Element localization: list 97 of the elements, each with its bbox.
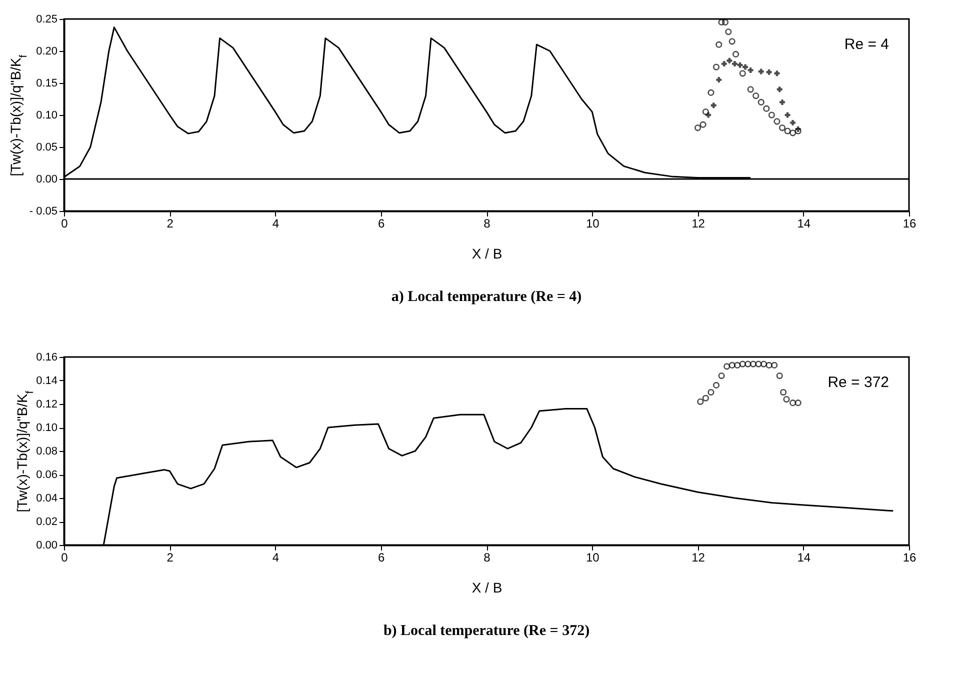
point <box>752 92 760 100</box>
point <box>739 360 746 368</box>
x-tick-label: 2 <box>166 550 174 564</box>
y-tick-label: 0.02 <box>36 516 58 528</box>
y-tick-label: 0.15 <box>36 78 58 90</box>
point <box>712 382 720 388</box>
point <box>776 372 783 380</box>
point <box>708 89 714 96</box>
x-tick-label: 14 <box>797 550 811 564</box>
point <box>744 360 752 368</box>
point <box>794 400 802 406</box>
point <box>700 121 706 128</box>
y-tick-label: 0.05 <box>36 142 58 154</box>
point <box>760 360 768 368</box>
y-tick-label: 0.20 <box>36 46 58 58</box>
y-tick-label: - 0.05 <box>29 206 58 218</box>
point <box>708 388 714 396</box>
y-tick-label: 0.04 <box>36 492 58 504</box>
point <box>724 363 730 370</box>
x-tick-label: 0 <box>61 550 68 564</box>
x-tick-label: 6 <box>378 216 386 230</box>
text: a) Local temperature (Re = 4) <box>391 289 582 305</box>
point <box>766 69 772 75</box>
point <box>726 58 732 64</box>
annotation: Re = 4 <box>844 36 889 53</box>
point <box>721 61 727 67</box>
point <box>747 86 754 93</box>
point <box>771 362 778 369</box>
point <box>776 86 782 92</box>
x-tick-label: 0 <box>61 216 68 230</box>
y-tick-label: 0.12 <box>36 398 58 410</box>
y-tick-label: 0.00 <box>36 174 58 186</box>
point <box>794 128 802 134</box>
point <box>768 112 775 118</box>
x-tick-label: 2 <box>166 216 174 230</box>
x-tick-label: 10 <box>586 550 600 564</box>
x-tick-label: 12 <box>692 216 706 230</box>
point <box>718 18 725 26</box>
point <box>766 362 772 369</box>
x-tick-label: 16 <box>902 550 916 564</box>
point <box>702 108 709 116</box>
point <box>716 77 722 83</box>
point <box>755 360 762 368</box>
x-tick-label: 4 <box>272 550 280 564</box>
point <box>697 398 704 405</box>
point <box>795 126 801 132</box>
x-tick-label: 12 <box>692 550 706 564</box>
point <box>725 28 732 36</box>
y-tick-label: 0.06 <box>36 469 58 481</box>
point <box>784 128 791 134</box>
x-tick-label: 6 <box>378 550 386 564</box>
point <box>734 362 741 369</box>
point <box>750 360 756 368</box>
point <box>790 130 796 136</box>
y-tick-label: 0.00 <box>36 540 58 552</box>
point <box>780 388 787 396</box>
point <box>732 61 738 67</box>
x-tick-label: 8 <box>484 550 491 564</box>
y-tick-label: 0.10 <box>36 422 58 434</box>
point <box>763 105 770 112</box>
point <box>718 372 725 380</box>
x-tick-label: 10 <box>586 216 600 230</box>
x-tick-label: 16 <box>902 216 916 230</box>
point <box>694 124 702 132</box>
text: b) Local temperature (Re = 372) <box>383 623 590 639</box>
point <box>790 120 796 126</box>
point <box>728 38 736 45</box>
point <box>748 67 754 73</box>
x-axis-title: X / B <box>472 580 502 596</box>
point <box>722 18 729 26</box>
point <box>778 124 786 132</box>
y-tick-label: 0.16 <box>36 352 58 364</box>
point <box>742 64 748 70</box>
point <box>774 70 780 76</box>
point <box>732 50 740 58</box>
point <box>712 64 720 70</box>
x-tick-label: 8 <box>484 216 491 230</box>
point <box>790 400 796 406</box>
y-tick-label: 0.25 <box>36 14 58 26</box>
point <box>728 362 736 369</box>
y-tick-label: 0.08 <box>36 446 58 458</box>
y-tick-label: 0.14 <box>36 375 58 387</box>
point <box>783 396 790 403</box>
point <box>739 70 746 77</box>
point <box>780 99 785 105</box>
x-tick-label: 4 <box>272 216 280 230</box>
point <box>710 102 716 108</box>
y-tick-label: 0.10 <box>36 110 58 122</box>
point <box>706 112 712 118</box>
point <box>774 118 780 125</box>
point <box>702 394 709 402</box>
point <box>716 41 722 48</box>
x-axis-title: X / B <box>472 246 502 262</box>
point <box>758 68 764 74</box>
point <box>758 98 764 106</box>
annotation: Re = 372 <box>828 374 889 391</box>
x-tick-label: 14 <box>797 216 811 230</box>
